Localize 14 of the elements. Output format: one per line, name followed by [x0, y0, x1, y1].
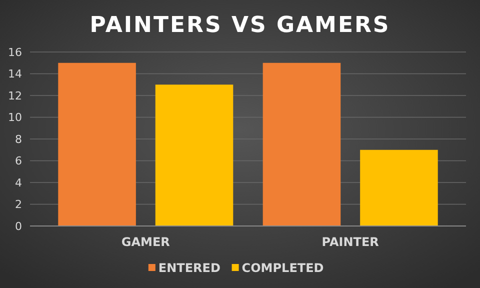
- y-tick-label: 2: [15, 198, 22, 212]
- y-tick-label: 12: [8, 89, 22, 102]
- legend-label: COMPLETED: [242, 261, 324, 276]
- y-tick-label: 10: [8, 111, 22, 124]
- y-tick-label: 14: [8, 68, 22, 81]
- y-tick-label: 8: [15, 132, 22, 146]
- legend-label: ENTERED: [158, 261, 220, 276]
- y-tick-label: 16: [8, 46, 22, 59]
- chart-title: PAINTERS VS GAMERS: [90, 13, 390, 38]
- x-tick-label: GAMER: [121, 235, 170, 249]
- y-tick-label: 4: [15, 176, 22, 190]
- y-tick-label: 6: [15, 154, 22, 168]
- x-tick-label: PAINTER: [322, 235, 379, 249]
- y-tick-label: 0: [15, 220, 22, 233]
